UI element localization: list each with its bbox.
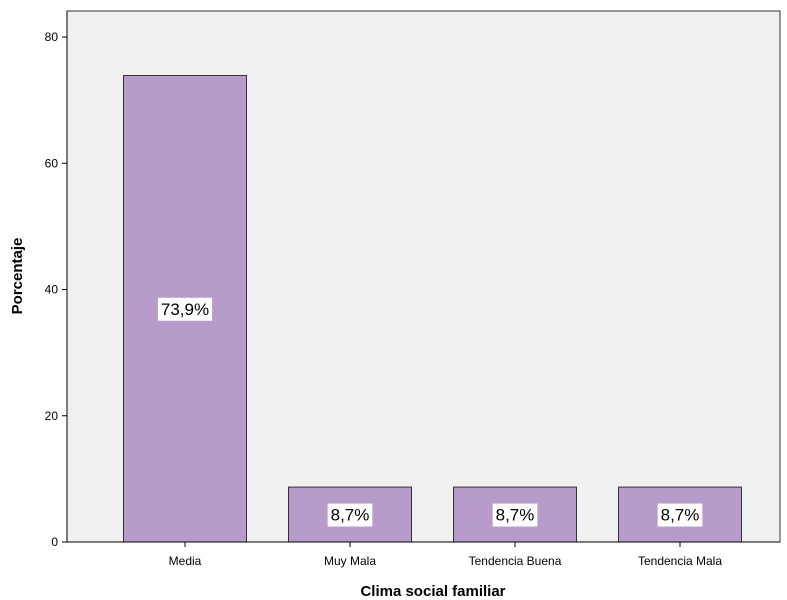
x-tick-label: Tendencia Mala xyxy=(638,554,722,568)
y-axis-title: Porcentaje xyxy=(9,238,26,315)
x-tick-label: Tendencia Buena xyxy=(469,554,562,568)
data-label-tendencia-mala: 8,7% xyxy=(661,506,700,525)
data-label-box xyxy=(657,503,703,527)
data-label-box xyxy=(492,503,538,527)
axes-layer: Media Muy Mala Tendencia Buena Tendencia Ma… xyxy=(45,11,780,568)
data-label-box xyxy=(327,503,373,527)
x-axis-title: Clima social familiar xyxy=(360,583,505,600)
data-label-box xyxy=(157,297,213,321)
y-tick-label: 0 xyxy=(51,535,58,549)
y-tick-label: 40 xyxy=(45,283,59,297)
data-label-tendencia-buena: 8,7% xyxy=(496,506,535,525)
data-label-muy-mala: 8,7% xyxy=(331,506,370,525)
y-tick-label: 20 xyxy=(45,409,59,423)
y-tick-label: 60 xyxy=(45,156,59,170)
bars-layer: 73,9% 8,7% 8,7% 8,7% xyxy=(123,75,742,543)
data-label-media: 73,9% xyxy=(161,300,209,319)
y-tick-label: 80 xyxy=(45,30,59,44)
x-tick-label: Muy Mala xyxy=(324,554,376,568)
x-tick-label: Media xyxy=(169,554,202,568)
